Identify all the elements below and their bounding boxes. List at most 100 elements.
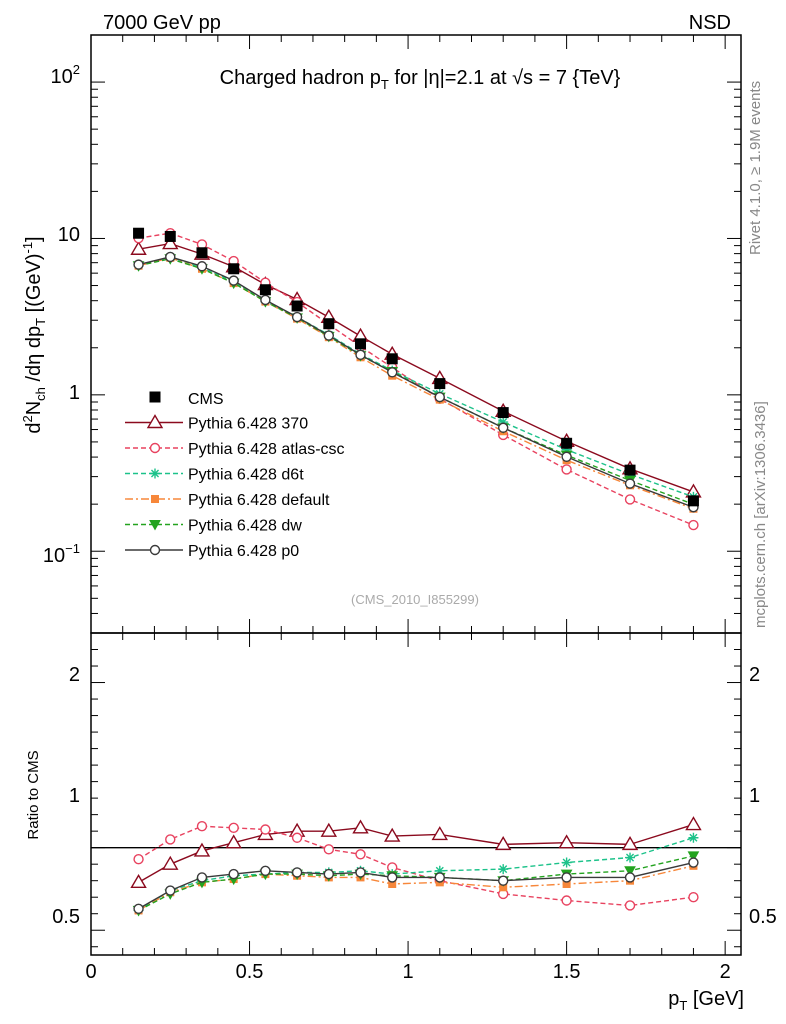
ratio-line-4 [138,855,694,912]
series-line-3 [138,257,694,510]
legend-label-1: Pythia 6.428 atlas-csc [188,441,345,458]
ratio-point-5 [688,857,699,868]
main-plot-area [130,227,702,531]
ratio-point-0 [225,834,242,849]
series-point-5 [291,311,303,323]
ratio-point-0 [162,855,179,870]
x-axis-label: pT [GeV] [668,988,744,1013]
series-point-2 [561,444,572,455]
legend: CMS Pythia 6.428 370 Pythia 6.428 atlas-cs… [125,391,345,560]
ratio-point-5 [291,867,303,878]
series-point-1 [688,519,699,531]
ratio-point-0 [685,816,702,831]
ratio-point-1 [688,892,699,903]
ratio-point-5 [434,872,445,883]
cms-data-point [291,300,303,312]
ratio-line-2 [138,837,694,912]
cms-data-point [355,338,367,350]
series-point-2 [498,417,509,428]
ratio-point-0 [494,835,512,851]
ratio-point-1 [228,822,239,834]
series-point-5 [323,330,335,341]
legend-marker-1 [149,442,161,454]
cms-data-point [561,437,573,449]
series-point-0 [130,240,147,255]
ratio-point-2 [625,852,636,863]
ratio-point-5 [323,868,335,880]
series-line-5 [138,256,694,508]
x-tick-label: 0 [85,961,96,983]
series-point-5 [165,251,176,263]
cms-data-point [259,284,271,296]
ratio-tick-label-0.5-right: 0.5 [749,906,777,928]
ratio-line-5 [138,861,694,910]
x-tick-labels: 0 0.5 1 1.5 2 [85,961,730,983]
ratio-point-2 [688,832,699,843]
ratio-point-5 [228,868,239,880]
ratio-point-0 [431,826,448,841]
legend-marker-0 [146,414,164,429]
series-point-5 [355,349,366,361]
series-point-5 [561,451,572,462]
ratio-point-0 [320,822,338,837]
ratio-point-1 [165,834,176,845]
legend-marker-3 [151,495,159,503]
legend-marker-4 [149,520,161,531]
cms-data-point [323,318,335,330]
header-left: 7000 GeV pp [103,12,221,34]
header-right: NSD [689,12,731,34]
cms-data-point [434,378,446,390]
ratio-point-0 [352,819,369,834]
ratio-point-3 [499,883,508,892]
cms-data-point [164,230,176,242]
legend-label-5: Pythia 6.428 p0 [188,543,299,560]
ratio-point-5 [196,872,208,883]
ratio-tick-label-2-left: 2 [69,664,80,686]
series-point-5 [434,391,445,403]
ratio-point-0 [621,835,639,851]
ratio-axis-label: Ratio to CMS [25,750,42,839]
legend-label-4: Pythia 6.428 dw [188,518,302,535]
ratio-point-1 [561,895,572,906]
series-point-5 [260,294,271,306]
ratio-point-1 [624,900,636,911]
ratio-point-5 [561,872,572,883]
ratio-tick-label-1-left: 1 [69,785,80,807]
legend-label-0: Pythia 6.428 370 [188,416,308,433]
ratio-point-1 [355,849,366,860]
ratio-point-1 [291,832,303,843]
cms-data-point [624,464,636,476]
mcplots-label: mcplots.cern.ch [arXiv:1306.3436] [752,401,769,628]
series-line-1 [138,232,694,526]
series-point-5 [624,478,636,489]
y-tick-label-0.1: 10−1 [43,541,80,567]
y-tick-label-1: 1 [69,382,80,404]
axis-ticks [90,34,741,955]
ratio-line-1 [138,825,694,907]
ratio-point-2 [498,864,509,875]
ratio-point-0 [193,842,211,857]
series-point-1 [624,494,636,505]
ratio-point-5 [355,867,366,878]
cms-data-point [133,227,145,239]
analysis-label: (CMS_2010_I855299) [351,592,479,607]
x-tick-label: 1.5 [553,961,581,983]
ratio-point-0 [558,834,575,849]
chart-title: Charged hadron pT for |η|=2.1 at √s = 7 … [220,67,621,92]
ratio-point-1 [196,821,208,832]
legend-marker-cms [149,391,161,403]
x-tick-label: 1 [403,961,414,983]
series-point-5 [497,422,509,433]
y-tick-label-10: 10 [58,224,80,246]
ratio-point-4 [624,866,636,877]
legend-marker-2 [150,468,160,479]
ratio-point-5 [260,865,271,876]
ratio-point-5 [497,875,509,886]
y-axis-label: d2Nch /dη dpT [(GeV)-1] [20,236,48,433]
legend-label-cms: CMS [188,391,224,408]
ratio-point-0 [130,873,147,889]
ratio-point-5 [624,872,636,883]
ratio-point-3 [388,879,397,888]
ratio-point-2 [561,857,572,868]
